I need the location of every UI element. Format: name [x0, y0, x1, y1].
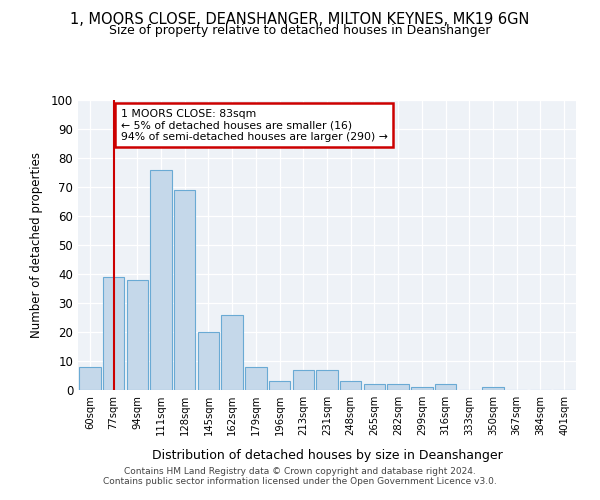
- Bar: [221, 314, 243, 390]
- Bar: [340, 382, 361, 390]
- Bar: [293, 370, 314, 390]
- Bar: [388, 384, 409, 390]
- Bar: [103, 277, 124, 390]
- Y-axis label: Number of detached properties: Number of detached properties: [29, 152, 43, 338]
- Bar: [364, 384, 385, 390]
- Bar: [482, 387, 503, 390]
- Bar: [198, 332, 219, 390]
- Bar: [269, 382, 290, 390]
- Text: 1, MOORS CLOSE, DEANSHANGER, MILTON KEYNES, MK19 6GN: 1, MOORS CLOSE, DEANSHANGER, MILTON KEYN…: [70, 12, 530, 28]
- Text: 1 MOORS CLOSE: 83sqm
← 5% of detached houses are smaller (16)
94% of semi-detach: 1 MOORS CLOSE: 83sqm ← 5% of detached ho…: [121, 108, 388, 142]
- Bar: [174, 190, 196, 390]
- Bar: [245, 367, 266, 390]
- X-axis label: Distribution of detached houses by size in Deanshanger: Distribution of detached houses by size …: [152, 449, 502, 462]
- Bar: [316, 370, 338, 390]
- Text: Size of property relative to detached houses in Deanshanger: Size of property relative to detached ho…: [109, 24, 491, 37]
- Text: Contains public sector information licensed under the Open Government Licence v3: Contains public sector information licen…: [103, 477, 497, 486]
- Bar: [435, 384, 456, 390]
- Bar: [151, 170, 172, 390]
- Text: Contains HM Land Registry data © Crown copyright and database right 2024.: Contains HM Land Registry data © Crown c…: [124, 467, 476, 476]
- Bar: [411, 387, 433, 390]
- Bar: [79, 367, 101, 390]
- Bar: [127, 280, 148, 390]
